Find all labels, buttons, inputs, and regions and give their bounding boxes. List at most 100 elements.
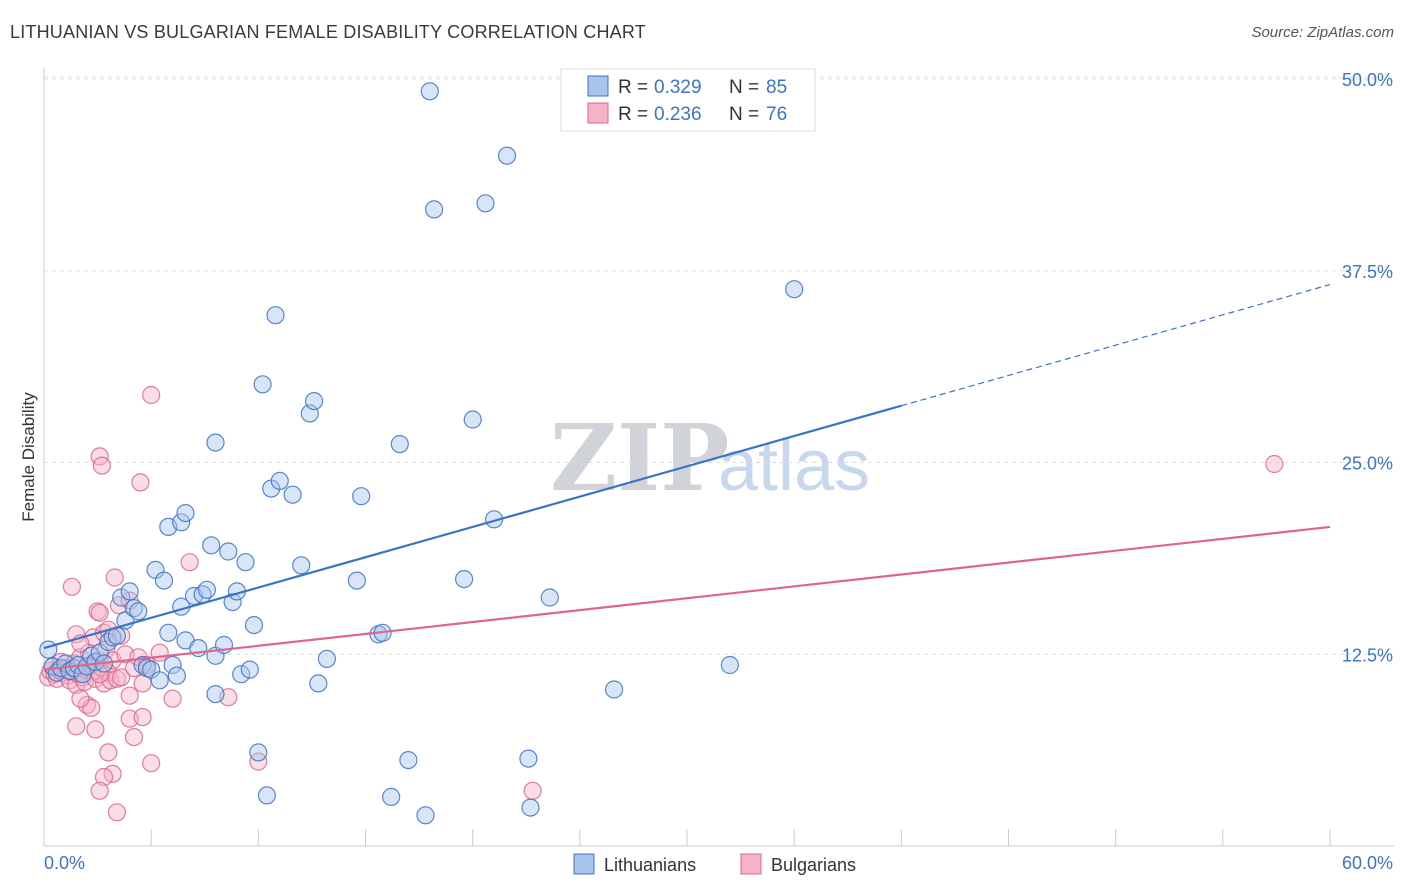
- point-bulgarians-30: [62, 577, 82, 596]
- legend-swatch-bulgarians: [587, 102, 609, 124]
- point-bulgarians-57: [92, 456, 112, 475]
- y-tick-labels: 12.5% 25.0% 37.5% 50.0%: [1342, 70, 1393, 665]
- chart-source: Source: ZipAtlas.com: [1251, 24, 1394, 41]
- point-lithuanians-62: [309, 674, 328, 693]
- stats-legend: R = 0.329 N = 85 R = 0.236 N = 76: [560, 68, 816, 132]
- point-lithuanians-51: [244, 615, 264, 635]
- legend-n-value-bulgarians: 76: [766, 104, 787, 125]
- point-lithuanians-27: [154, 571, 174, 590]
- point-lithuanians-74: [455, 569, 474, 589]
- point-lithuanians-75: [463, 410, 482, 429]
- point-lithuanians-43: [206, 433, 225, 452]
- bottom-legend-label-lithuanians: Lithuanians: [604, 855, 696, 875]
- point-lithuanians-26: [150, 671, 169, 690]
- point-lithuanians-68: [382, 787, 401, 807]
- legend-r-label-lithuanians: R =: [618, 77, 648, 98]
- point-bulgarians-52: [105, 568, 124, 587]
- point-lithuanians-58: [283, 485, 302, 504]
- bottom-legend-swatch-bulgarians: [740, 853, 762, 875]
- watermark-atlas: atlas: [718, 426, 870, 506]
- point-lithuanians-21: [129, 602, 148, 621]
- point-lithuanians-69: [390, 435, 409, 454]
- point-bulgarians-37: [71, 689, 90, 708]
- x-ticks: [43, 829, 1331, 846]
- point-lithuanians-29: [163, 655, 182, 675]
- point-lithuanians-73: [425, 200, 444, 219]
- trendline-lithuanians: [43, 404, 902, 650]
- point-lithuanians-61: [305, 392, 324, 411]
- y-tick-label-1: 25.0%: [1342, 454, 1393, 474]
- y-axis-label: Female Disability: [19, 392, 38, 522]
- point-lithuanians-59: [292, 556, 311, 575]
- point-lithuanians-65: [352, 487, 371, 506]
- point-lithuanians-49: [236, 553, 255, 572]
- y-tick-label-0: 12.5%: [1342, 645, 1393, 665]
- point-bulgarians-36: [67, 717, 86, 736]
- point-lithuanians-72: [420, 82, 439, 101]
- point-bulgarians-68: [142, 754, 161, 773]
- trendline-lithuanians-extension: [901, 283, 1331, 407]
- point-bulgarians-75: [1265, 454, 1284, 474]
- legend-n-label-lithuanians: N =: [729, 77, 759, 98]
- point-lithuanians-84: [785, 280, 804, 299]
- point-lithuanians-71: [416, 806, 435, 825]
- point-bulgarians-63: [90, 781, 109, 800]
- legend-n-label-bulgarians: N =: [729, 104, 759, 125]
- point-bulgarians-45: [120, 686, 139, 705]
- point-lithuanians-52: [249, 743, 268, 762]
- axes: [43, 68, 1394, 847]
- legend-r-label-bulgarians: R =: [618, 104, 648, 125]
- trend-lines: [43, 283, 1331, 671]
- point-lithuanians-78: [497, 146, 517, 165]
- point-lithuanians-83: [720, 655, 740, 675]
- point-lithuanians-0: [39, 640, 58, 659]
- point-bulgarians-29: [101, 671, 120, 690]
- point-lithuanians-40: [202, 536, 221, 555]
- point-bulgarians-73: [249, 752, 268, 771]
- point-lithuanians-48: [232, 665, 251, 684]
- point-bulgarians-67: [133, 707, 152, 727]
- point-bulgarians-71: [180, 553, 199, 572]
- point-bulgarians-64: [107, 803, 127, 822]
- trendline-bulgarians: [43, 525, 1331, 671]
- legend-swatch-lithuanians: [587, 75, 609, 97]
- series-lithuanians-points: [39, 82, 804, 825]
- point-bulgarians-70: [163, 689, 182, 708]
- x-tick-label-max: 60.0%: [1342, 853, 1393, 873]
- series-legend: Lithuanians Bulgarians: [573, 853, 856, 875]
- chart-title: LITHUANIAN VS BULGARIAN FEMALE DISABILIT…: [10, 22, 646, 42]
- point-lithuanians-50: [240, 660, 259, 679]
- watermark-zip: ZIP: [550, 404, 729, 512]
- point-lithuanians-35: [176, 503, 195, 523]
- legend-r-value-bulgarians: 0.236: [654, 104, 702, 125]
- point-lithuanians-79: [519, 749, 538, 768]
- y-tick-label-3: 50.0%: [1342, 70, 1393, 90]
- point-bulgarians-62: [94, 767, 114, 787]
- x-tick-label-min: 0.0%: [44, 853, 85, 873]
- y-tick-label-2: 37.5%: [1342, 262, 1393, 282]
- point-lithuanians-19: [120, 582, 139, 601]
- legend-n-value-lithuanians: 85: [766, 77, 787, 98]
- point-lithuanians-56: [266, 306, 285, 325]
- point-lithuanians-76: [476, 194, 495, 213]
- point-bulgarians-66: [124, 727, 144, 747]
- point-lithuanians-54: [257, 786, 276, 805]
- point-lithuanians-53: [253, 375, 272, 394]
- point-lithuanians-57: [270, 471, 289, 490]
- point-bulgarians-58: [131, 473, 150, 492]
- point-lithuanians-80: [521, 798, 540, 817]
- point-lithuanians-39: [197, 580, 216, 599]
- point-lithuanians-81: [540, 588, 559, 607]
- bottom-legend-label-bulgarians: Bulgarians: [771, 855, 856, 875]
- point-bulgarians-59: [142, 385, 161, 405]
- point-bulgarians-43: [112, 668, 131, 687]
- legend-r-value-lithuanians: 0.329: [654, 77, 702, 98]
- point-lithuanians-30: [167, 666, 186, 685]
- point-lithuanians-82: [604, 680, 624, 699]
- point-lithuanians-34: [172, 513, 191, 532]
- point-lithuanians-70: [399, 750, 418, 770]
- point-lithuanians-28: [159, 623, 178, 642]
- point-bulgarians-69: [150, 643, 169, 662]
- point-lithuanians-64: [347, 571, 366, 590]
